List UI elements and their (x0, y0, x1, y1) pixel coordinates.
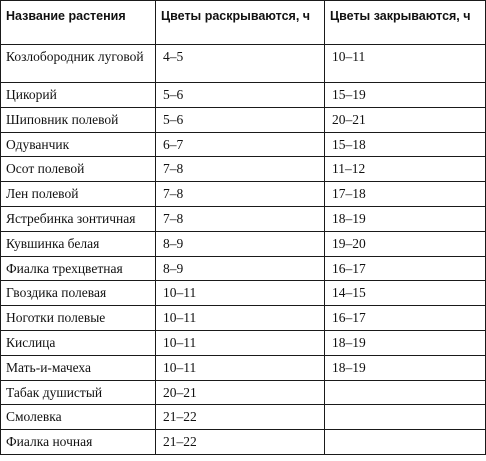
opening-time-cell: 5–6 (155, 106, 325, 133)
closing-time-cell: 16–17 (324, 255, 486, 282)
plant-name-cell: Фиалка трехцветная (0, 255, 156, 282)
header-opening-time: Цветы раскрываются, ч (155, 0, 325, 45)
plant-name-cell: Ноготки полевые (0, 305, 156, 331)
closing-time-cell: 16–17 (324, 305, 486, 331)
header-closing-time: Цветы закрываются, ч (324, 0, 486, 45)
table-row: Шиповник полевой 5–6 20–21 (0, 106, 486, 133)
plant-name-cell: Лен полевой (0, 181, 156, 207)
table-row: Кислица 10–11 18–19 (0, 329, 486, 356)
plant-name-cell: Шиповник полевой (0, 106, 156, 133)
table-row: Одуванчик 6–7 15–18 (0, 131, 486, 158)
table-row: Кувшинка белая 8–9 19–20 (0, 230, 486, 257)
opening-time-cell: 7–8 (155, 205, 325, 232)
opening-time-cell: 20–21 (155, 379, 325, 406)
table-row: Осот полевой 7–8 11–12 (0, 156, 486, 183)
header-row: Название растения Цветы раскрываются, ч … (0, 0, 486, 45)
table-row: Цикорий 5–6 15–19 (0, 82, 486, 108)
closing-time-cell (324, 429, 486, 455)
opening-time-cell: 10–11 (155, 329, 325, 356)
header-plant-name: Название растения (0, 0, 156, 45)
plant-name-cell: Гвоздика полевая (0, 280, 156, 307)
opening-time-cell: 4–5 (155, 44, 325, 83)
closing-time-cell: 15–19 (324, 82, 486, 108)
table-row: Фиалка ночная 21–22 (0, 429, 486, 455)
table-row: Козлобородник луговой 4–5 10–11 (0, 44, 486, 83)
closing-time-cell: 18–19 (324, 205, 486, 232)
table-row: Ястребинка зонтичная 7–8 18–19 (0, 205, 486, 232)
plant-name-cell: Ястребинка зонтичная (0, 205, 156, 232)
plant-name-cell: Мать-и-мачеха (0, 354, 156, 381)
opening-time-cell: 8–9 (155, 230, 325, 257)
plant-name-cell: Цикорий (0, 82, 156, 108)
opening-time-cell: 21–22 (155, 404, 325, 431)
table-row: Фиалка трехцветная 8–9 16–17 (0, 255, 486, 282)
table-row: Мать-и-мачеха 10–11 18–19 (0, 354, 486, 381)
closing-time-cell: 19–20 (324, 230, 486, 257)
closing-time-cell: 18–19 (324, 354, 486, 381)
closing-time-cell: 20–21 (324, 106, 486, 133)
closing-time-cell (324, 404, 486, 431)
opening-time-cell: 5–6 (155, 82, 325, 108)
plant-name-cell: Табак душистый (0, 379, 156, 406)
plant-name-cell: Кувшинка белая (0, 230, 156, 257)
table-row: Лен полевой 7–8 17–18 (0, 181, 486, 207)
plant-name-cell: Осот полевой (0, 156, 156, 183)
closing-time-cell: 14–15 (324, 280, 486, 307)
opening-time-cell: 6–7 (155, 131, 325, 158)
plant-name-cell: Козлобородник луговой (0, 44, 156, 83)
closing-time-cell: 17–18 (324, 181, 486, 207)
plant-name-cell: Одуванчик (0, 131, 156, 158)
opening-time-cell: 10–11 (155, 305, 325, 331)
opening-time-cell: 10–11 (155, 354, 325, 381)
opening-time-cell: 7–8 (155, 181, 325, 207)
plant-name-cell: Смолевка (0, 404, 156, 431)
table-row: Табак душистый 20–21 (0, 379, 486, 406)
plant-name-cell: Фиалка ночная (0, 429, 156, 455)
opening-time-cell: 10–11 (155, 280, 325, 307)
opening-time-cell: 8–9 (155, 255, 325, 282)
closing-time-cell: 11–12 (324, 156, 486, 183)
opening-time-cell: 21–22 (155, 429, 325, 455)
plant-name-cell: Кислица (0, 329, 156, 356)
table-row: Гвоздика полевая 10–11 14–15 (0, 280, 486, 307)
table-row: Смолевка 21–22 (0, 404, 486, 431)
closing-time-cell: 10–11 (324, 44, 486, 83)
closing-time-cell (324, 379, 486, 406)
closing-time-cell: 15–18 (324, 131, 486, 158)
table-row: Ноготки полевые 10–11 16–17 (0, 305, 486, 331)
opening-time-cell: 7–8 (155, 156, 325, 183)
closing-time-cell: 18–19 (324, 329, 486, 356)
